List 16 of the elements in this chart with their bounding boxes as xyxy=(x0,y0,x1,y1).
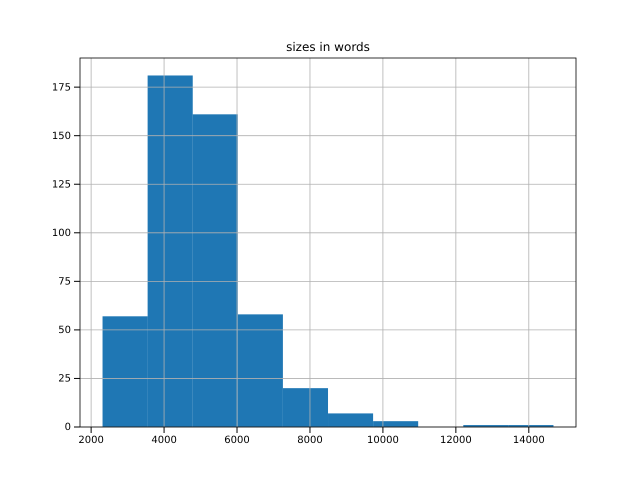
y-tick-label: 175 xyxy=(52,82,71,94)
x-tick-label: 12000 xyxy=(440,435,472,446)
y-tick-label: 0 xyxy=(64,422,71,434)
x-tick-label: 2000 xyxy=(78,435,104,446)
y-tick-label: 100 xyxy=(52,228,71,239)
x-tick-label: 14000 xyxy=(512,435,545,446)
y-tick-label: 50 xyxy=(58,325,71,336)
x-tick-label: 4000 xyxy=(151,435,177,446)
x-tick-label: 8000 xyxy=(297,435,323,446)
x-tick-label: 10000 xyxy=(367,435,399,446)
x-tick-label: 6000 xyxy=(224,435,250,446)
y-tick-label: 125 xyxy=(52,179,71,190)
y-tick-label: 25 xyxy=(58,374,71,385)
y-tick-label: 75 xyxy=(58,276,71,288)
y-tick-label: 150 xyxy=(52,130,71,142)
chart-title: sizes in words xyxy=(286,40,370,54)
